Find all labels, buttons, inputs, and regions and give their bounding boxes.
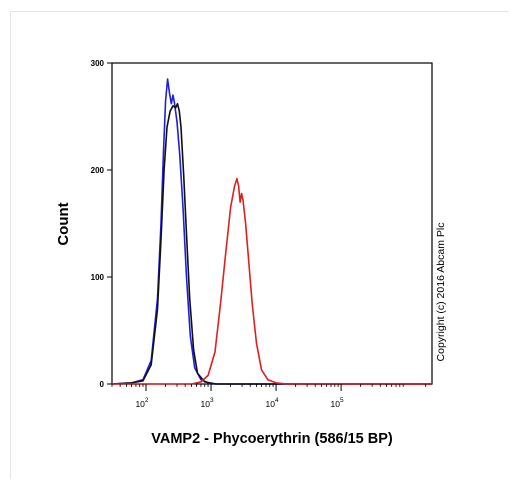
copyright-annotation: Copyright (c) 2016 Abcam Plc (435, 223, 447, 362)
y-tick-label: 0 (100, 380, 105, 389)
x-tick-label: 105 (331, 397, 344, 409)
x-tick-label: 102 (135, 397, 148, 409)
y-ticks: 0 100 200 300 (91, 59, 112, 389)
y-axis-label: Count (55, 202, 72, 245)
x-tick-label: 104 (266, 397, 279, 409)
x-minor-ticks (111, 384, 427, 387)
series-line-1 (111, 78, 432, 385)
plot-area (111, 62, 433, 385)
x-axis-label: VAMP2 - Phycoerythrin (586/15 BP) (151, 431, 393, 447)
y-tick-label: 300 (91, 59, 105, 68)
y-tick-label: 100 (91, 273, 105, 282)
series-layer (111, 78, 432, 385)
figure-frame (10, 11, 508, 479)
x-ticks: 102 103 104 105 (135, 384, 344, 409)
x-tick-label: 103 (200, 397, 213, 409)
series-line-2 (111, 102, 432, 385)
y-tick-label: 200 (91, 166, 105, 175)
series-line-3 (112, 177, 432, 385)
